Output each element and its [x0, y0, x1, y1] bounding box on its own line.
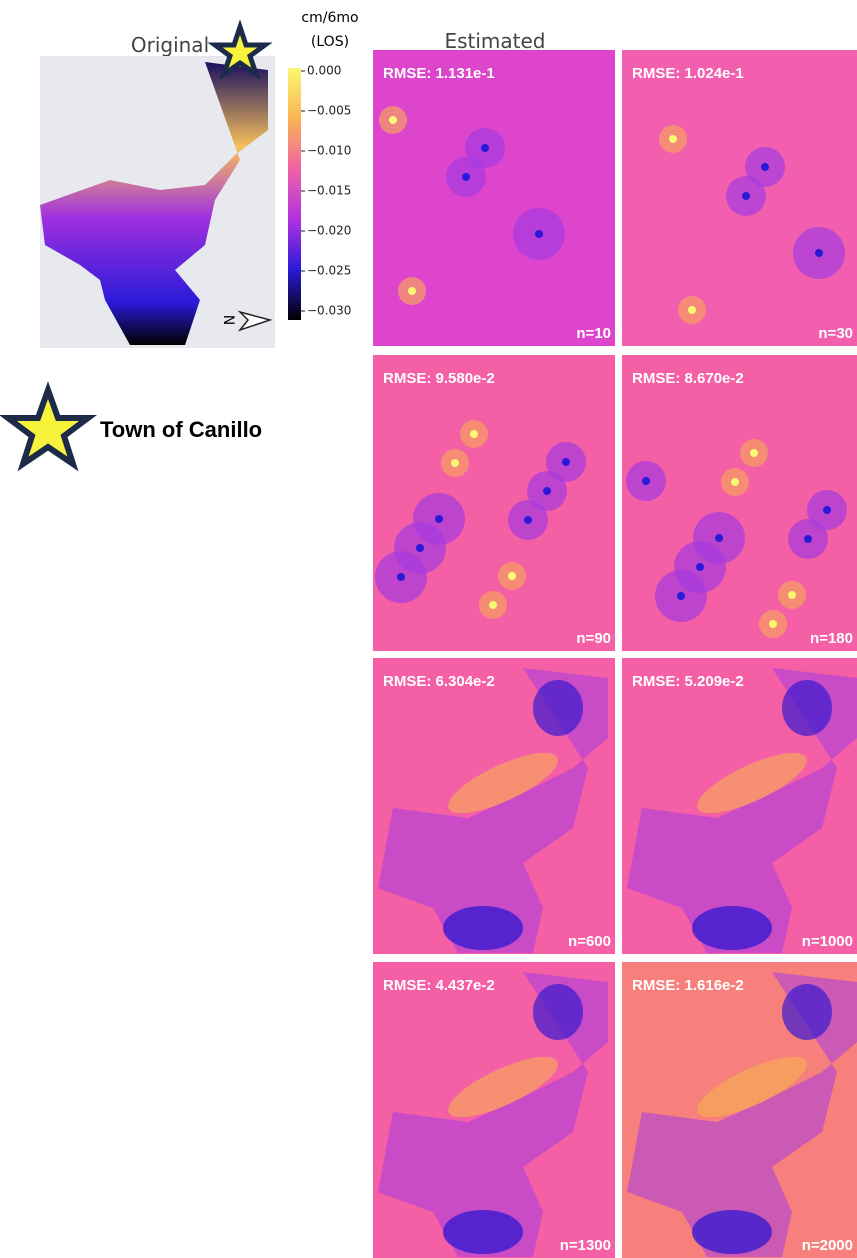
estimate-core — [489, 601, 497, 609]
estimate-core — [788, 591, 796, 599]
estimate-low — [533, 680, 583, 736]
estimate-core — [731, 478, 739, 486]
original-title: Original — [131, 33, 209, 57]
estimate-core — [524, 516, 532, 524]
panel-n: n=30 — [818, 325, 853, 342]
panel: RMSE: 6.304e-2 n=600 — [373, 658, 615, 954]
estimate-core — [696, 563, 704, 571]
estimate-core — [562, 458, 570, 466]
panel-n: n=10 — [576, 325, 611, 342]
colorbar-tick-label: 0.000 — [307, 64, 341, 78]
estimate-core — [389, 116, 397, 124]
estimate-core — [761, 163, 769, 171]
estimate-core — [804, 535, 812, 543]
legend-label: Town of Canillo — [100, 417, 262, 442]
estimate-region — [378, 668, 608, 953]
north-arrow — [237, 310, 273, 332]
panel-n: n=90 — [576, 630, 611, 647]
panel: RMSE: 5.209e-2 n=1000 — [622, 658, 857, 954]
colorbar — [288, 68, 301, 320]
panel-n: n=180 — [810, 630, 853, 647]
panel: RMSE: 4.437e-2 n=1300 — [373, 962, 615, 1258]
legend-star — [0, 381, 97, 472]
estimate-low — [443, 906, 523, 950]
panel-rmse: RMSE: 1.616e-2 — [632, 977, 744, 994]
canillo-star — [207, 19, 273, 81]
estimate-core — [462, 173, 470, 181]
estimate-high — [697, 752, 807, 814]
north-label: N — [220, 315, 236, 325]
colorbar-tick-label: −0.025 — [307, 264, 351, 278]
panel-rmse: RMSE: 4.437e-2 — [383, 977, 495, 994]
estimate-core — [408, 287, 416, 295]
panel-rmse: RMSE: 1.131e-1 — [383, 65, 495, 82]
estimate-core — [543, 487, 551, 495]
panel-rmse: RMSE: 6.304e-2 — [383, 673, 495, 690]
panel-n: n=1300 — [560, 1237, 611, 1254]
estimate-region — [627, 668, 857, 953]
estimated-title: Estimated — [444, 29, 545, 53]
estimate-low — [782, 984, 832, 1040]
panel: RMSE: 8.670e-2 n=180 — [622, 355, 857, 651]
estimate-low — [692, 1210, 772, 1254]
colorbar-tick-label: −0.010 — [307, 144, 351, 158]
estimate-high — [697, 1056, 807, 1118]
estimate-low — [443, 1210, 523, 1254]
colorbar-note: (LOS) — [311, 34, 349, 50]
panel-rmse: RMSE: 8.670e-2 — [632, 370, 744, 387]
estimate-core — [688, 306, 696, 314]
estimate-core — [535, 230, 543, 238]
estimate-core — [742, 192, 750, 200]
estimate-core — [470, 430, 478, 438]
estimate-core — [750, 449, 758, 457]
estimate-low — [533, 984, 583, 1040]
panel: RMSE: 1.131e-1 n=10 — [373, 50, 615, 346]
estimate-core — [669, 135, 677, 143]
estimate-high — [448, 752, 558, 814]
original-map — [40, 62, 268, 345]
estimate-core — [508, 572, 516, 580]
colorbar-tick-label: −0.005 — [307, 104, 351, 118]
colorbar-unit: cm/6mo — [301, 10, 358, 26]
estimate-core — [823, 506, 831, 514]
panel-n: n=600 — [568, 933, 611, 950]
estimate-low — [782, 680, 832, 736]
estimate-core — [435, 515, 443, 523]
estimate-low — [692, 906, 772, 950]
estimate-core — [481, 144, 489, 152]
colorbar-tick-label: −0.015 — [307, 184, 351, 198]
estimate-region — [378, 972, 608, 1257]
panel-rmse: RMSE: 5.209e-2 — [632, 673, 744, 690]
estimate-core — [769, 620, 777, 628]
colorbar-tick-label: −0.020 — [307, 224, 351, 238]
panel-rmse: RMSE: 1.024e-1 — [632, 65, 744, 82]
panel-n: n=1000 — [802, 933, 853, 950]
estimate-core — [642, 477, 650, 485]
estimate-high — [448, 1056, 558, 1118]
estimate-core — [451, 459, 459, 467]
panel: RMSE: 1.024e-1 n=30 — [622, 50, 857, 346]
panel: RMSE: 9.580e-2 n=90 — [373, 355, 615, 651]
panel: RMSE: 1.616e-2 n=2000 — [622, 962, 857, 1258]
estimate-core — [416, 544, 424, 552]
estimate-core — [677, 592, 685, 600]
panel-n: n=2000 — [802, 1237, 853, 1254]
estimate-core — [715, 534, 723, 542]
estimate-core — [815, 249, 823, 257]
estimate-region — [627, 972, 857, 1257]
estimate-core — [397, 573, 405, 581]
colorbar-tick-label: −0.030 — [307, 304, 351, 318]
panel-rmse: RMSE: 9.580e-2 — [383, 370, 495, 387]
